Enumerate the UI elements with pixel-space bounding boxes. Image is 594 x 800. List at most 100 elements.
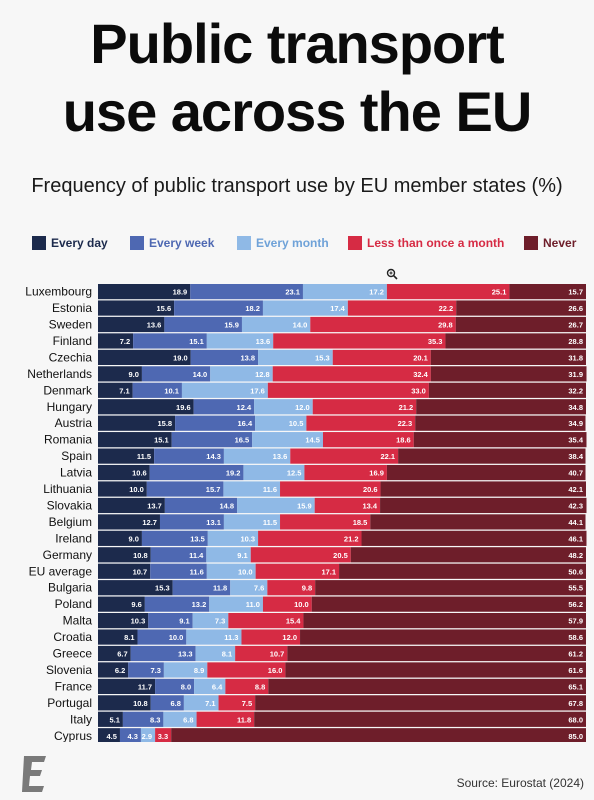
data-label: 11.6 [263,485,277,494]
bar-segment [98,613,149,629]
bar-segment [98,662,129,678]
data-label: 3.3 [158,732,168,741]
legend-item-every-month: Every month [237,234,329,252]
bar-segment [430,366,587,382]
data-label: 15.1 [154,436,169,445]
data-label: 15.4 [286,617,301,626]
data-label: 10.5 [289,419,304,428]
data-label: 11.8 [213,584,227,593]
data-label: 46.1 [568,534,583,543]
bar-segment [262,596,312,612]
legend-label-every-day: Every day [51,236,108,250]
data-label: 17.4 [330,304,345,313]
bar-row: Belgium 12.7 13.1 11.5 18.5 44.1 [49,514,586,530]
data-label: 4.3 [128,732,138,741]
bar-segment [258,530,362,546]
data-label: 15.9 [297,501,312,510]
bar-segment [193,399,255,415]
bar-segment [456,300,586,316]
category-label: Slovakia [47,498,93,512]
bar-segment [133,333,207,349]
data-label: 6.4 [212,682,223,691]
bar-segment [144,596,210,612]
data-label: 67.8 [568,699,583,708]
bar-segment [223,514,281,530]
category-label: Greece [53,647,93,661]
category-label: France [55,679,93,693]
bar-segment [241,316,311,333]
bar-segment [148,613,193,629]
bar-row: France 11.7 8.0 6.4 8.8 65.1 [55,678,586,694]
bar-row: Greece 6.7 13.3 8.1 10.7 61.2 [53,645,586,662]
bar-segment [206,547,251,563]
category-label: Czechia [49,350,93,364]
bar-segment [194,678,226,694]
data-label: 4.5 [107,732,117,741]
bar-segment [223,481,281,497]
bar-segment [98,629,138,645]
bar-segment [428,382,586,398]
data-label: 19.2 [226,469,241,478]
legend-item-never: Never [524,234,576,252]
data-label: 34.9 [568,419,583,428]
category-label: Italy [70,712,92,726]
category-label: Denmark [43,383,93,397]
data-label: 19.6 [176,403,191,412]
bar-segment [255,415,307,431]
bar-segment [255,695,587,711]
category-label: Malta [63,614,93,628]
data-label: 14.0 [293,321,308,330]
chart-title: Public transport use across the EU [0,14,594,142]
data-label: 65.1 [568,682,583,691]
bar-segment [132,382,182,398]
bar-segment [310,316,456,333]
data-label: 17.2 [369,288,384,297]
bar-segment [128,662,164,678]
bar-segment [171,728,586,742]
bar-segment [268,678,586,694]
bar-segment [98,415,176,431]
category-label: Luxembourg [25,285,92,299]
data-label: 16.9 [369,469,384,478]
data-label: 32.4 [413,370,428,379]
data-label: 14.0 [193,370,208,379]
data-label: 34.8 [568,403,583,412]
data-label: 18.5 [353,518,368,527]
bar-segment [315,580,586,596]
legend-swatch-every-week [130,236,144,250]
data-label: 16.5 [235,436,250,445]
data-label: 32.2 [568,386,583,395]
data-label: 14.8 [219,501,234,510]
data-label: 48.2 [568,551,583,560]
bar-row: Ireland 9.0 13.5 10.3 21.2 46.1 [55,530,587,546]
data-label: 9.0 [128,534,138,543]
bar-segment [361,530,587,546]
bar-segment [98,563,151,579]
data-label: 15.7 [568,288,583,297]
bar-segment [98,382,133,398]
bar-segment [398,448,586,464]
data-label: 13.2 [192,600,207,609]
bar-segment [290,448,399,464]
legend: Every day Every week Every month Less th… [32,234,592,252]
data-label: 10.7 [270,650,285,659]
bar-segment [207,662,286,678]
bar-segment [209,596,263,612]
data-label: 16.4 [238,419,253,428]
bar-segment [312,399,417,415]
title-line-1: Public transport [90,12,504,75]
bar-row: Germany 10.8 11.4 9.1 20.5 48.2 [43,547,586,563]
bar-segment [223,448,291,464]
data-label: 12.0 [282,633,297,642]
data-label: 11.4 [189,551,204,560]
bar-segment [98,645,131,662]
bar-segment [163,711,197,727]
bar-segment [272,366,431,382]
data-label: 6.8 [183,715,193,724]
data-label: 18.2 [245,304,260,313]
legend-label-less-than-monthly: Less than once a month [367,236,505,250]
data-label: 12.0 [295,403,310,412]
data-label: 14.5 [305,436,320,445]
bar-segment [183,695,219,711]
data-label: 15.3 [315,353,330,362]
